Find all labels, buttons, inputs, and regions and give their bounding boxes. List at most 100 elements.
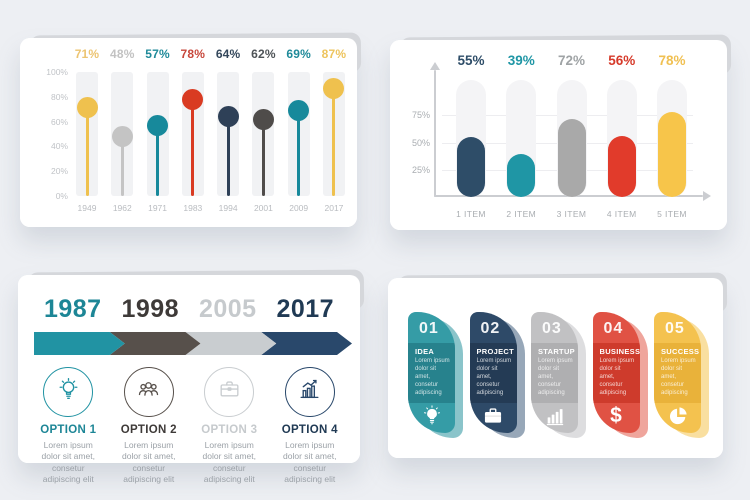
bar-column: 55% 1 ITEM bbox=[456, 53, 486, 219]
bar bbox=[457, 137, 485, 197]
banner-label: SUCCESS bbox=[661, 347, 700, 356]
lollipop-dot bbox=[323, 77, 345, 99]
lollipop-dot bbox=[76, 97, 98, 119]
banner-label: PROJECT bbox=[476, 347, 515, 356]
bar-column: 78% 5 ITEM bbox=[657, 53, 687, 219]
banner-item: 01 IDEA Lorem ipsum dolor sit amet, conset… bbox=[408, 312, 463, 438]
value-label: 78% bbox=[658, 53, 686, 68]
timeline-arrow-segment bbox=[110, 332, 201, 355]
lollipop-chart-area: 100% 80% 60% 40% 20% 0% 71% 1949 48% 1962 57% 1971… bbox=[20, 38, 357, 227]
banner-shape: 03 STARTUP Lorem ipsum dolor sit amet, con… bbox=[531, 312, 578, 433]
lollipop-column: 71% 1949 bbox=[75, 47, 99, 213]
option-description: Lorem ipsum dolor sit amet, consetur adi… bbox=[41, 440, 95, 485]
banner-shape: 02 PROJECT Lorem ipsum dolor sit amet, con… bbox=[469, 312, 517, 433]
timeline-year: 1998 bbox=[121, 295, 180, 323]
banner-text-band: SUCCESS Lorem ipsum dolor sit amet, conse… bbox=[654, 343, 701, 403]
year-label: 1971 bbox=[148, 203, 168, 213]
option-icon-circle bbox=[284, 367, 335, 417]
lollipop-stem bbox=[226, 116, 230, 196]
briefcase-icon bbox=[216, 376, 243, 408]
dollar-icon: $ bbox=[610, 403, 622, 427]
banner-item: 05 SUCCESS Lorem ipsum dolor sit amet, con… bbox=[654, 312, 709, 438]
bar-column: 39% 2 ITEM bbox=[506, 53, 537, 219]
banner-description: Lorem ipsum dolor sit amet, consetur adi… bbox=[538, 358, 573, 396]
value-label: 72% bbox=[557, 53, 586, 68]
bar bbox=[607, 136, 636, 197]
banner-shape: 01 IDEA Lorem ipsum dolor sit amet, conset… bbox=[408, 312, 455, 433]
timeline-options-row: OPTION 1 Lorem ipsum dolor sit amet, cons… bbox=[28, 367, 350, 486]
value-label: 56% bbox=[608, 53, 636, 68]
lollipop-column: 57% 1971 bbox=[145, 47, 169, 213]
timeline-years-row: 1987 1998 2005 2017 bbox=[34, 295, 344, 324]
option-label: OPTION 1 bbox=[40, 424, 97, 436]
year-label: 2017 bbox=[324, 203, 344, 213]
option-icon-circle bbox=[43, 367, 94, 417]
year-label: 1949 bbox=[77, 203, 97, 213]
banner-item: 02 PROJECT Lorem ipsum dolor sit amet, con… bbox=[469, 312, 525, 438]
banner-number: 01 bbox=[419, 320, 439, 337]
timeline-area: 1987 1998 2005 2017 OPTION 1 Lorem ipsum dol… bbox=[18, 275, 360, 484]
lollipop-stem bbox=[120, 136, 124, 196]
lollipop-dot bbox=[182, 88, 204, 110]
bar bbox=[557, 119, 586, 197]
growth-chart-icon bbox=[296, 376, 323, 408]
y-tick-label: 60% bbox=[50, 116, 68, 127]
year-label: 1983 bbox=[183, 203, 203, 213]
value-label: 69% bbox=[286, 47, 311, 61]
lollipop-stem bbox=[297, 110, 301, 196]
value-label: 39% bbox=[507, 53, 535, 68]
bar-columns: 55% 1 ITEM 39% 2 ITEM 72% 3 ITEM 56% 4 ITEM 78% 5… bbox=[456, 53, 687, 219]
timeline-arrow-segment bbox=[34, 332, 125, 355]
value-label: 71% bbox=[74, 47, 100, 61]
value-label: 87% bbox=[321, 47, 347, 61]
lollipop-stem bbox=[332, 88, 336, 196]
timeline-arrow-segment bbox=[261, 332, 352, 355]
year-label: 1994 bbox=[218, 203, 238, 213]
value-label: 64% bbox=[215, 47, 241, 61]
category-label: 2 ITEM bbox=[506, 209, 537, 219]
banner-description: Lorem ipsum dolor sit amet, consetur adi… bbox=[476, 358, 512, 396]
lollipop-dot bbox=[111, 125, 133, 147]
lollipop-column: 87% 2017 bbox=[322, 47, 346, 213]
lollipop-plot: 71% 1949 48% 1962 57% 1971 78% 1983 64% 1994 62% 20… bbox=[75, 47, 346, 213]
y-tick-label: 80% bbox=[50, 91, 68, 102]
value-label: 62% bbox=[251, 47, 276, 61]
lollipop-stem bbox=[261, 119, 265, 196]
option-label: OPTION 4 bbox=[281, 424, 338, 436]
option-icon-circle bbox=[204, 367, 255, 417]
category-label: 1 ITEM bbox=[456, 209, 486, 219]
banner-label: IDEA bbox=[415, 347, 435, 356]
bar bbox=[658, 112, 686, 197]
bar bbox=[507, 154, 536, 197]
lollipop-dot bbox=[288, 99, 310, 121]
lollipop-chart-card: 100% 80% 60% 40% 20% 0% 71% 1949 48% 1962 57% 1971… bbox=[20, 38, 357, 227]
lollipop-column: 62% 2001 bbox=[251, 47, 275, 213]
lollipop-column: 64% 1994 bbox=[216, 47, 240, 213]
option-description: Lorem ipsum dolor sit amet, consetur adi… bbox=[283, 440, 337, 485]
timeline-year: 1987 bbox=[43, 295, 102, 323]
y-tick-label: 20% bbox=[50, 166, 68, 177]
banner-shape: 05 SUCCESS Lorem ipsum dolor sit amet, con… bbox=[654, 312, 701, 433]
lollipop-stem bbox=[85, 107, 89, 196]
lollipop-stem bbox=[156, 125, 160, 196]
timeline-option: OPTION 2 Lorem ipsum dolor sit amet, cons… bbox=[109, 367, 190, 486]
bar-chart-icon bbox=[531, 403, 578, 433]
lollipop-dot bbox=[252, 108, 274, 130]
lightbulb-icon bbox=[55, 376, 82, 408]
lollipop-stem bbox=[191, 99, 195, 196]
timeline-option: OPTION 1 Lorem ipsum dolor sit amet, cons… bbox=[28, 367, 109, 486]
banner-number: 04 bbox=[603, 320, 624, 337]
timeline-option: OPTION 3 Lorem ipsum dolor sit amet, cons… bbox=[189, 367, 270, 486]
banner-label: STARTUP bbox=[538, 347, 575, 356]
lollipop-column: 69% 2009 bbox=[286, 47, 310, 213]
banner-description: Lorem ipsum dolor sit amet, consetur adi… bbox=[661, 358, 696, 396]
timeline-card: 1987 1998 2005 2017 OPTION 1 Lorem ipsum dol… bbox=[18, 275, 360, 484]
option-label: OPTION 2 bbox=[120, 424, 177, 436]
year-label: 2009 bbox=[289, 203, 309, 213]
banner-number: 05 bbox=[665, 320, 685, 337]
bar-column: 72% 3 ITEM bbox=[556, 53, 587, 219]
timeline-year: 2017 bbox=[276, 295, 335, 323]
value-label: 48% bbox=[109, 47, 135, 61]
banner-text-band: STARTUP Lorem ipsum dolor sit amet, conse… bbox=[531, 343, 578, 403]
